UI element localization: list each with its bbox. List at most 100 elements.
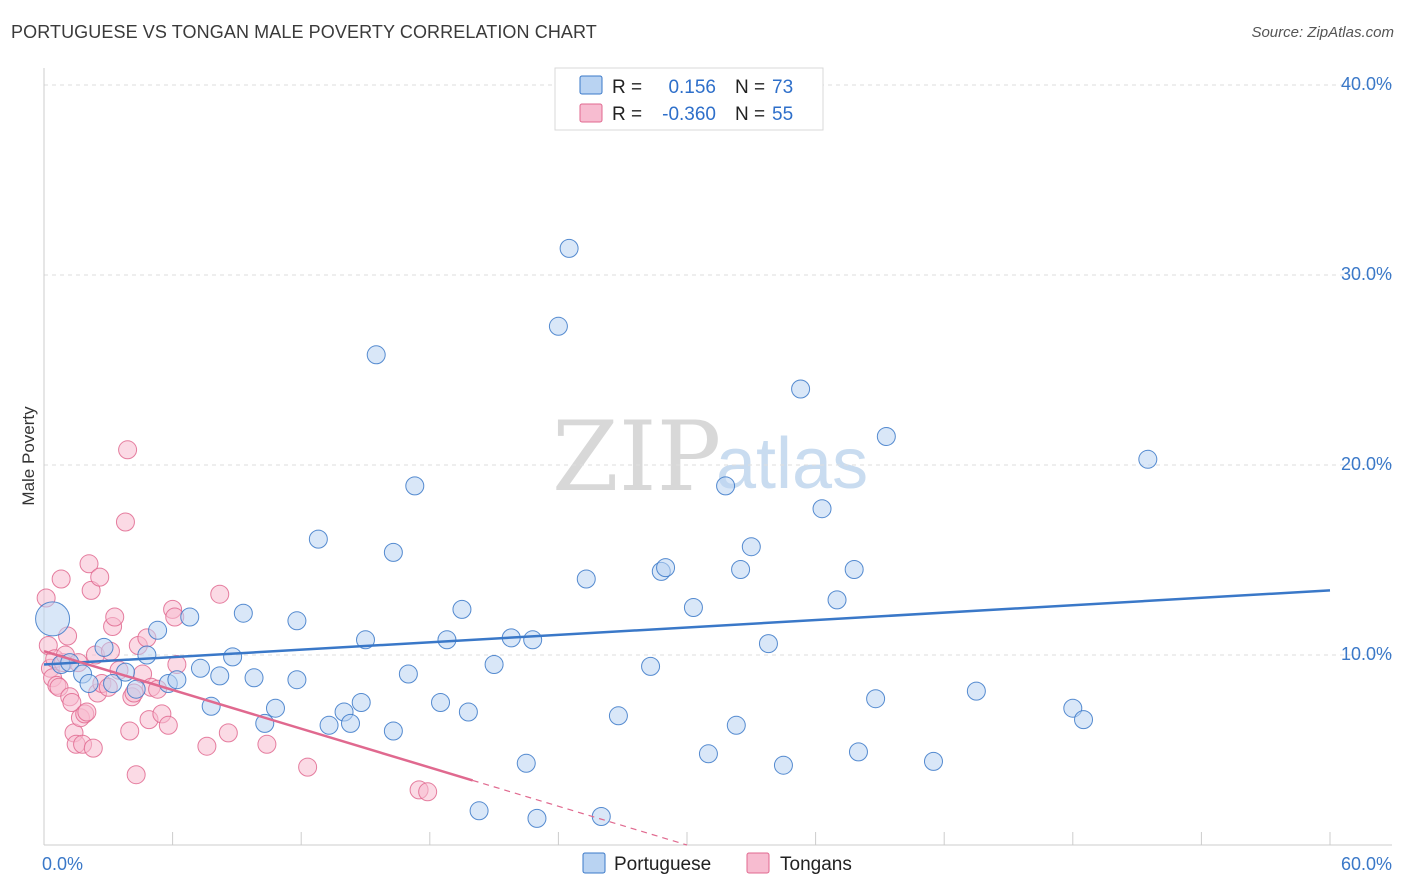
point-portuguese-38 xyxy=(458,702,478,722)
point-portuguese-39 xyxy=(469,801,489,821)
point-portuguese-64 xyxy=(844,560,864,579)
y-tick-labels: 10.0% 20.0% 30.0% 40.0% xyxy=(1341,74,1392,664)
legend-n-value-portuguese: 73 xyxy=(772,77,793,98)
point-portuguese-58 xyxy=(741,537,761,557)
chart-title: PORTUGUESE VS TONGAN MALE POVERTY CORREL… xyxy=(11,22,597,42)
y-tick-label-40: 40.0% xyxy=(1341,74,1392,94)
series-tongans-points xyxy=(36,440,438,802)
legend-top: R = 0.156 N = 73 R = -0.360 N = 55 xyxy=(554,67,824,131)
legend-swatch-portuguese xyxy=(579,75,603,95)
point-tongans-50 xyxy=(210,584,230,604)
point-portuguese-42 xyxy=(516,753,536,773)
point-portuguese-63 xyxy=(827,590,847,610)
point-tongans-33 xyxy=(118,440,138,460)
point-portuguese-61 xyxy=(791,379,811,399)
y-tick-label-10: 10.0% xyxy=(1341,644,1392,664)
point-portuguese-9 xyxy=(137,645,157,665)
point-portuguese-8 xyxy=(126,679,146,699)
point-portuguese-31 xyxy=(383,542,403,562)
legend-bottom: Portuguese Tongans xyxy=(582,852,852,875)
point-portuguese-33 xyxy=(398,664,418,684)
point-portuguese-57 xyxy=(731,560,751,579)
point-portuguese-53 xyxy=(683,598,703,617)
point-portuguese-43 xyxy=(523,630,543,650)
point-tongans-55 xyxy=(418,782,438,802)
point-tongans-37 xyxy=(126,765,146,785)
point-portuguese-56 xyxy=(726,715,746,735)
point-portuguese-68 xyxy=(923,751,943,771)
point-portuguese-17 xyxy=(223,647,243,667)
point-tongans-21 xyxy=(81,580,101,600)
legend-r-value-portuguese: 0.156 xyxy=(668,77,716,98)
point-portuguese-52 xyxy=(656,558,676,578)
point-portuguese-16 xyxy=(210,666,230,686)
point-portuguese-25 xyxy=(319,715,339,735)
watermark-zip: ZIP xyxy=(552,401,721,513)
gridlines xyxy=(44,84,1392,656)
point-portuguese-54 xyxy=(698,744,718,764)
legend-r-label-tongans: R = xyxy=(612,104,642,125)
trend-line-tongans xyxy=(43,650,474,782)
trend-line-portuguese xyxy=(43,589,1331,666)
point-tongans-51 xyxy=(218,723,238,743)
point-portuguese-62 xyxy=(812,499,832,519)
legend-bottom-label-tongans: Tongans xyxy=(780,854,852,875)
point-portuguese-5 xyxy=(94,637,114,657)
legend-n-label-portuguese: N = xyxy=(735,77,765,98)
point-portuguese-60 xyxy=(773,755,793,775)
x-tick-label-min: 0.0% xyxy=(42,854,83,874)
point-portuguese-23 xyxy=(287,611,307,631)
chart-source: Source: ZipAtlas.com xyxy=(1251,24,1394,41)
point-portuguese-24 xyxy=(308,529,328,549)
point-portuguese-44 xyxy=(527,808,547,828)
point-portuguese-48 xyxy=(591,807,611,826)
y-tick-label-20: 20.0% xyxy=(1341,454,1392,474)
point-portuguese-35 xyxy=(431,693,451,712)
point-portuguese-59 xyxy=(758,634,778,654)
legend-n-value-tongans: 55 xyxy=(772,104,793,125)
point-portuguese-65 xyxy=(848,742,868,762)
point-portuguese-32 xyxy=(383,721,403,741)
legend-bottom-swatch-portuguese xyxy=(582,852,606,874)
trend-line-tongans-extension xyxy=(472,779,688,846)
x-axis-ticks xyxy=(43,832,1331,845)
point-tongans-20 xyxy=(79,554,99,574)
point-portuguese-72 xyxy=(1138,449,1158,469)
point-portuguese-28 xyxy=(351,693,371,712)
point-tongans-12 xyxy=(62,693,82,712)
trend-lines xyxy=(43,589,1331,846)
point-tongans-53 xyxy=(298,757,318,777)
point-tongans-32 xyxy=(115,512,135,532)
point-portuguese-50 xyxy=(641,656,661,676)
point-tongans-30 xyxy=(105,607,125,627)
point-portuguese-13 xyxy=(180,607,200,627)
point-tongans-19 xyxy=(77,702,97,722)
point-portuguese-34 xyxy=(405,476,425,496)
point-portuguese-27 xyxy=(340,713,360,733)
point-portuguese-22 xyxy=(287,670,307,690)
point-portuguese-49 xyxy=(608,706,628,726)
point-tongans-34 xyxy=(120,721,140,741)
legend-bottom-swatch-tongans xyxy=(746,852,770,874)
legend-r-label-portuguese: R = xyxy=(612,77,642,98)
watermark: ZIP atlas xyxy=(552,401,868,513)
y-axis-title: Male Poverty xyxy=(19,406,38,506)
legend-n-label-tongans: N = xyxy=(735,104,765,125)
point-portuguese-67 xyxy=(876,427,896,446)
point-portuguese-0 xyxy=(35,601,71,637)
point-portuguese-10 xyxy=(148,620,168,640)
point-tongans-25 xyxy=(90,567,110,587)
y-tick-label-30: 30.0% xyxy=(1341,264,1392,284)
point-portuguese-69 xyxy=(966,681,986,701)
point-portuguese-37 xyxy=(452,599,472,619)
point-tongans-7 xyxy=(51,569,71,589)
point-portuguese-6 xyxy=(103,674,123,693)
point-tongans-45 xyxy=(158,715,178,735)
legend-r-value-tongans: -0.360 xyxy=(662,104,716,125)
point-portuguese-30 xyxy=(366,345,386,365)
legend-bottom-label-portuguese: Portuguese xyxy=(614,854,711,875)
point-portuguese-40 xyxy=(484,655,504,674)
point-tongans-49 xyxy=(197,736,217,756)
point-portuguese-12 xyxy=(167,670,187,690)
